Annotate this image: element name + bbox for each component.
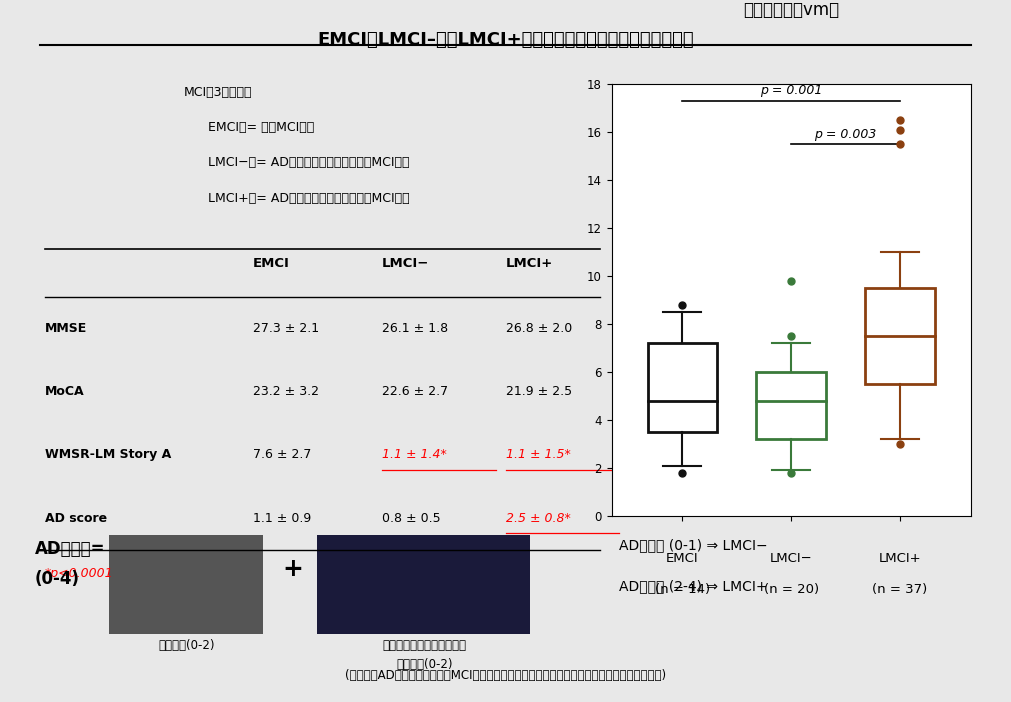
Text: 22.6 ± 2.7: 22.6 ± 2.7	[382, 385, 448, 398]
Text: +: +	[282, 557, 303, 581]
Text: *p<0.0001: *p<0.0001	[44, 567, 113, 580]
Text: 26.1 ± 1.8: 26.1 ± 1.8	[382, 322, 448, 335]
Text: LMCI+　= ADの脳画像初見が有る後期MCI患者: LMCI+ = ADの脳画像初見が有る後期MCI患者	[208, 192, 409, 205]
Text: LMCI+: LMCI+	[879, 552, 921, 565]
Text: 頭頂側頭葉、後部帯状回の: 頭頂側頭葉、後部帯状回の	[382, 639, 466, 652]
Text: 1.1 ± 0.9: 1.1 ± 0.9	[253, 512, 311, 525]
Bar	[109, 535, 263, 634]
Text: LMCI−　= ADの脳画像初見が無い後期MCI患者: LMCI− = ADの脳画像初見が無い後期MCI患者	[208, 157, 409, 169]
Text: p = 0.001: p = 0.001	[760, 84, 822, 98]
Text: EMCI: EMCI	[666, 552, 699, 565]
Text: LMCI−: LMCI−	[382, 257, 429, 270]
Text: (n = 37): (n = 37)	[872, 583, 927, 596]
Text: MMSE: MMSE	[44, 322, 87, 335]
Text: 1.1 ± 1.4*: 1.1 ± 1.4*	[382, 449, 447, 461]
Text: 27.3 ± 2.1: 27.3 ± 2.1	[253, 322, 319, 335]
Text: ADスコア (2-4) ⇒ LMCI+: ADスコア (2-4) ⇒ LMCI+	[620, 579, 768, 593]
Text: 血流低下(0-2): 血流低下(0-2)	[396, 658, 453, 670]
Text: 7.6 ± 2.7: 7.6 ± 2.7	[253, 449, 311, 461]
Bar	[756, 372, 826, 439]
Text: 26.8 ± 2.0: 26.8 ± 2.0	[506, 322, 572, 335]
Text: EMCI　= 初期MCI患者: EMCI = 初期MCI患者	[208, 121, 314, 134]
Text: (0-4): (0-4)	[34, 570, 80, 588]
Text: MoCA: MoCA	[44, 385, 84, 398]
Text: AD score: AD score	[44, 512, 107, 525]
Text: LMCI−: LMCI−	[769, 552, 813, 565]
Title: エラー距離（vm）: エラー距離（vm）	[743, 1, 839, 19]
Text: WMSR-LM Story A: WMSR-LM Story A	[44, 449, 171, 461]
Text: LMCI+: LMCI+	[506, 257, 553, 270]
Text: ADスコア=: ADスコア=	[34, 540, 105, 557]
Text: p = 0.003: p = 0.003	[814, 128, 877, 140]
Bar	[647, 343, 717, 432]
Text: EMCI、LMCI–及びLMCI+の患者における経路統合能測定結果: EMCI、LMCI–及びLMCI+の患者における経路統合能測定結果	[317, 31, 694, 49]
Text: 23.2 ± 3.2: 23.2 ± 3.2	[253, 385, 318, 398]
Text: (n = 14): (n = 14)	[655, 583, 710, 596]
Text: 2.5 ± 0.8*: 2.5 ± 0.8*	[506, 512, 570, 525]
Bar	[865, 288, 934, 384]
Text: 0.8 ± 0.5: 0.8 ± 0.5	[382, 512, 440, 525]
Bar	[317, 535, 530, 634]
Text: 1.1 ± 1.5*: 1.1 ± 1.5*	[506, 449, 570, 461]
Text: MCIを3型に分類: MCIを3型に分類	[183, 86, 252, 98]
Text: (説明文：AD発症リスクの高いMCI患者を、異質な集団に属する患者と区別することができた。): (説明文：AD発症リスクの高いMCI患者を、異質な集団に属する患者と区別すること…	[345, 670, 666, 682]
Text: EMCI: EMCI	[253, 257, 290, 270]
Text: 21.9 ± 2.5: 21.9 ± 2.5	[506, 385, 571, 398]
Text: 海馬萎縮(0-2): 海馬萎縮(0-2)	[158, 639, 214, 652]
Text: (n = 20): (n = 20)	[763, 583, 819, 596]
Text: ADスコア (0-1) ⇒ LMCI−: ADスコア (0-1) ⇒ LMCI−	[620, 538, 768, 552]
